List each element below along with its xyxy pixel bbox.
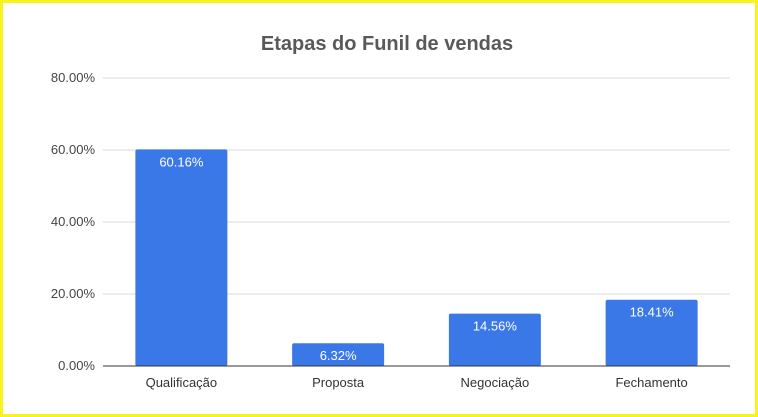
bar-4 [605, 299, 698, 366]
bars [135, 149, 698, 366]
y-tick-label: 80.00% [51, 70, 96, 85]
bar-value-label: 18.41% [630, 305, 675, 320]
chart-title: Etapas do Funil de vendas [261, 33, 513, 55]
y-tick-label: 60.00% [51, 142, 96, 157]
y-tick-label: 40.00% [51, 214, 96, 229]
y-tick-label: 0.00% [58, 358, 95, 373]
x-axis-categories: Qualificação Proposta Negociação Fechamento [146, 375, 688, 390]
bar-2 [292, 343, 385, 366]
bar-3 [448, 313, 541, 366]
bar-1 [135, 149, 228, 366]
bar-value-label: 14.56% [473, 319, 518, 334]
bar-value-label: 60.16% [159, 154, 204, 169]
category-label: Qualificação [146, 375, 218, 390]
y-axis-ticks: 0.00% 20.00% 40.00% 60.00% 80.00% [51, 70, 96, 373]
category-label: Proposta [312, 375, 365, 390]
data-labels: 60.16% 6.32% 14.56% 18.41% [159, 154, 674, 363]
category-label: Fechamento [615, 375, 687, 390]
y-tick-label: 20.00% [51, 286, 96, 301]
bar-value-label: 6.32% [320, 348, 357, 363]
category-label: Negociação [461, 375, 530, 390]
